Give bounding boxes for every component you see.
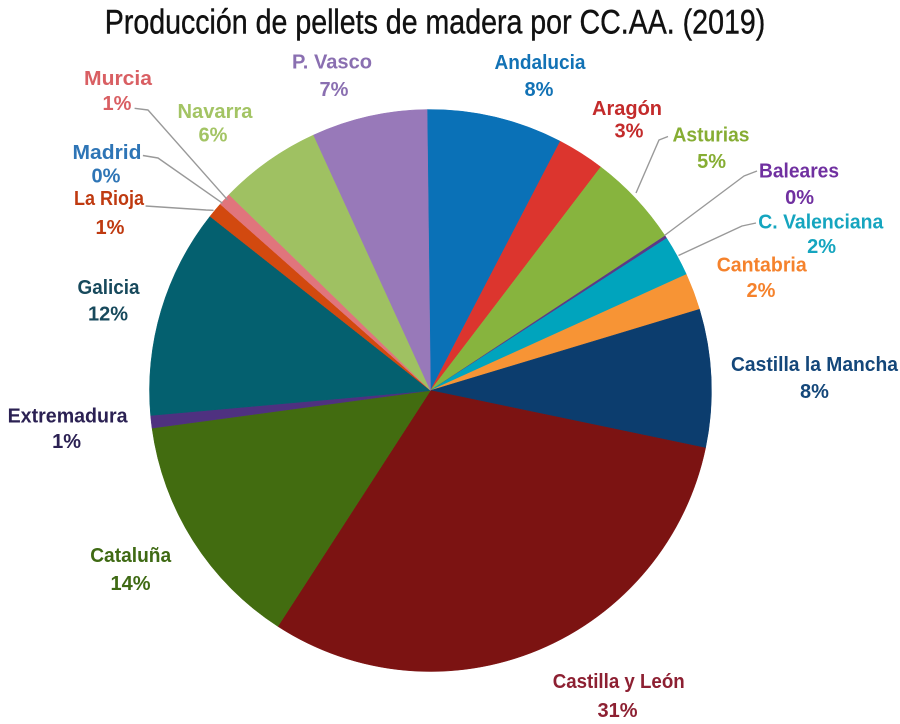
- svg-text:Navarra: Navarra: [178, 101, 254, 123]
- svg-text:Extremadura: Extremadura: [8, 405, 129, 427]
- svg-text:Asturias: Asturias: [673, 125, 750, 147]
- svg-text:2%: 2%: [747, 280, 776, 302]
- svg-text:8%: 8%: [525, 79, 554, 101]
- svg-text:Producción de pellets de mader: Producción de pellets de madera por CC.A…: [105, 3, 765, 41]
- svg-text:12%: 12%: [88, 303, 128, 325]
- svg-text:Aragón: Aragón: [592, 98, 662, 120]
- svg-text:Murcia: Murcia: [84, 68, 153, 90]
- svg-text:Castilla y León: Castilla y León: [553, 671, 685, 693]
- svg-text:Baleares: Baleares: [759, 160, 839, 182]
- svg-text:6%: 6%: [199, 125, 228, 147]
- svg-text:8%: 8%: [800, 381, 829, 403]
- svg-text:1%: 1%: [52, 431, 81, 453]
- svg-text:La Rioja: La Rioja: [74, 188, 145, 210]
- svg-text:Madrid: Madrid: [73, 142, 142, 164]
- svg-text:C. Valenciana: C. Valenciana: [758, 211, 884, 233]
- svg-text:0%: 0%: [785, 187, 814, 209]
- svg-text:3%: 3%: [615, 121, 644, 143]
- svg-text:1%: 1%: [96, 217, 125, 239]
- svg-text:P. Vasco: P. Vasco: [292, 52, 372, 74]
- svg-text:Andalucia: Andalucia: [495, 52, 587, 74]
- svg-text:Cantabria: Cantabria: [717, 255, 808, 277]
- svg-text:5%: 5%: [697, 151, 726, 173]
- svg-text:7%: 7%: [320, 79, 349, 101]
- svg-text:14%: 14%: [110, 573, 150, 595]
- svg-text:1%: 1%: [103, 93, 132, 115]
- svg-text:Galicia: Galicia: [78, 277, 141, 299]
- svg-text:Castilla la Mancha: Castilla la Mancha: [731, 354, 899, 376]
- svg-text:31%: 31%: [597, 700, 637, 722]
- svg-text:0%: 0%: [92, 166, 121, 188]
- svg-text:2%: 2%: [807, 236, 836, 258]
- svg-text:Cataluña: Cataluña: [90, 545, 172, 567]
